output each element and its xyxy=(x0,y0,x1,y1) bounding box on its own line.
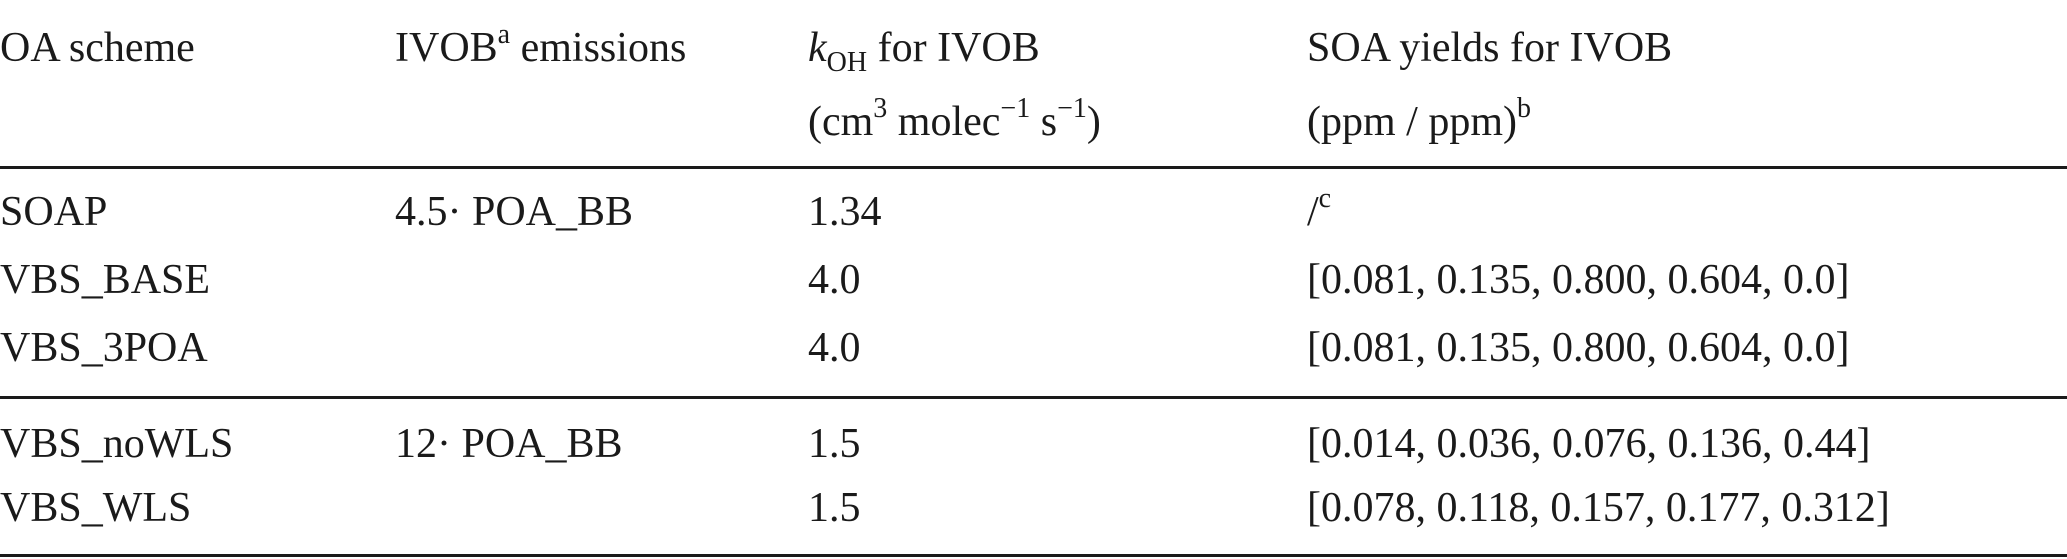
row-scheme: VBS_WLS xyxy=(0,485,192,531)
row-scheme: SOAP xyxy=(0,189,108,235)
header-oh-subscript: OH xyxy=(826,47,868,78)
header-oa-scheme-text: OA scheme xyxy=(0,25,195,71)
row-koh: 1.5 xyxy=(808,421,861,467)
header-soa-yields-text: SOA yields for IVOB xyxy=(1307,25,1673,71)
row-koh: 1.34 xyxy=(808,189,882,235)
header-k-symbol: k xyxy=(808,25,827,71)
header-ppm-text: (ppm / ppm) xyxy=(1307,99,1517,145)
row-yields: [0.078, 0.118, 0.157, 0.177, 0.312] xyxy=(1307,485,1890,531)
header-koh-units: (cm3 molec−1 s−1) xyxy=(808,93,1101,148)
row-yields: [0.081, 0.135, 0.800, 0.604, 0.0] xyxy=(1307,257,1850,303)
header-oa-scheme: OA scheme xyxy=(0,22,195,74)
unit-cm: (cm xyxy=(808,99,874,145)
row-emissions: 4.5· POA_BB xyxy=(395,189,634,235)
header-emissions-text: emissions xyxy=(510,25,687,71)
header-rule xyxy=(0,166,2067,169)
header-ivob-emissions: IVOBa emissions xyxy=(395,19,687,74)
unit-molec-exp: −1 xyxy=(1000,93,1031,124)
row-scheme: VBS_BASE xyxy=(0,257,211,303)
row-yields: /c xyxy=(1307,183,1332,238)
footnote-c-marker: c xyxy=(1318,183,1332,214)
footnote-a-marker: a xyxy=(497,19,511,50)
unit-cm-exp: 3 xyxy=(873,93,888,124)
row-koh: 4.0 xyxy=(808,325,861,371)
row-yields: [0.081, 0.135, 0.800, 0.604, 0.0] xyxy=(1307,325,1850,371)
row-koh: 4.0 xyxy=(808,257,861,303)
header-ivob-text: IVOB xyxy=(395,25,498,71)
row-yields: [0.014, 0.036, 0.076, 0.136, 0.44] xyxy=(1307,421,1871,467)
group-separator-rule xyxy=(0,396,2067,399)
header-for-ivob-text: for IVOB xyxy=(867,25,1040,71)
bottom-rule xyxy=(0,554,2067,557)
unit-close: ) xyxy=(1086,99,1101,145)
unit-s: s xyxy=(1030,99,1058,145)
unit-s-exp: −1 xyxy=(1057,93,1087,124)
header-soa-units: (ppm / ppm)b xyxy=(1307,93,1531,148)
row-koh: 1.5 xyxy=(808,485,861,531)
header-koh: kOH for IVOB xyxy=(808,22,1040,77)
row-scheme: VBS_noWLS xyxy=(0,421,234,467)
row-yields-text: / xyxy=(1307,189,1319,235)
row-scheme: VBS_3POA xyxy=(0,325,208,371)
unit-molec: molec xyxy=(887,99,1001,145)
row-emissions: 12· POA_BB xyxy=(395,421,623,467)
header-soa-yields: SOA yields for IVOB xyxy=(1307,22,1672,74)
footnote-b-marker: b xyxy=(1516,93,1531,124)
